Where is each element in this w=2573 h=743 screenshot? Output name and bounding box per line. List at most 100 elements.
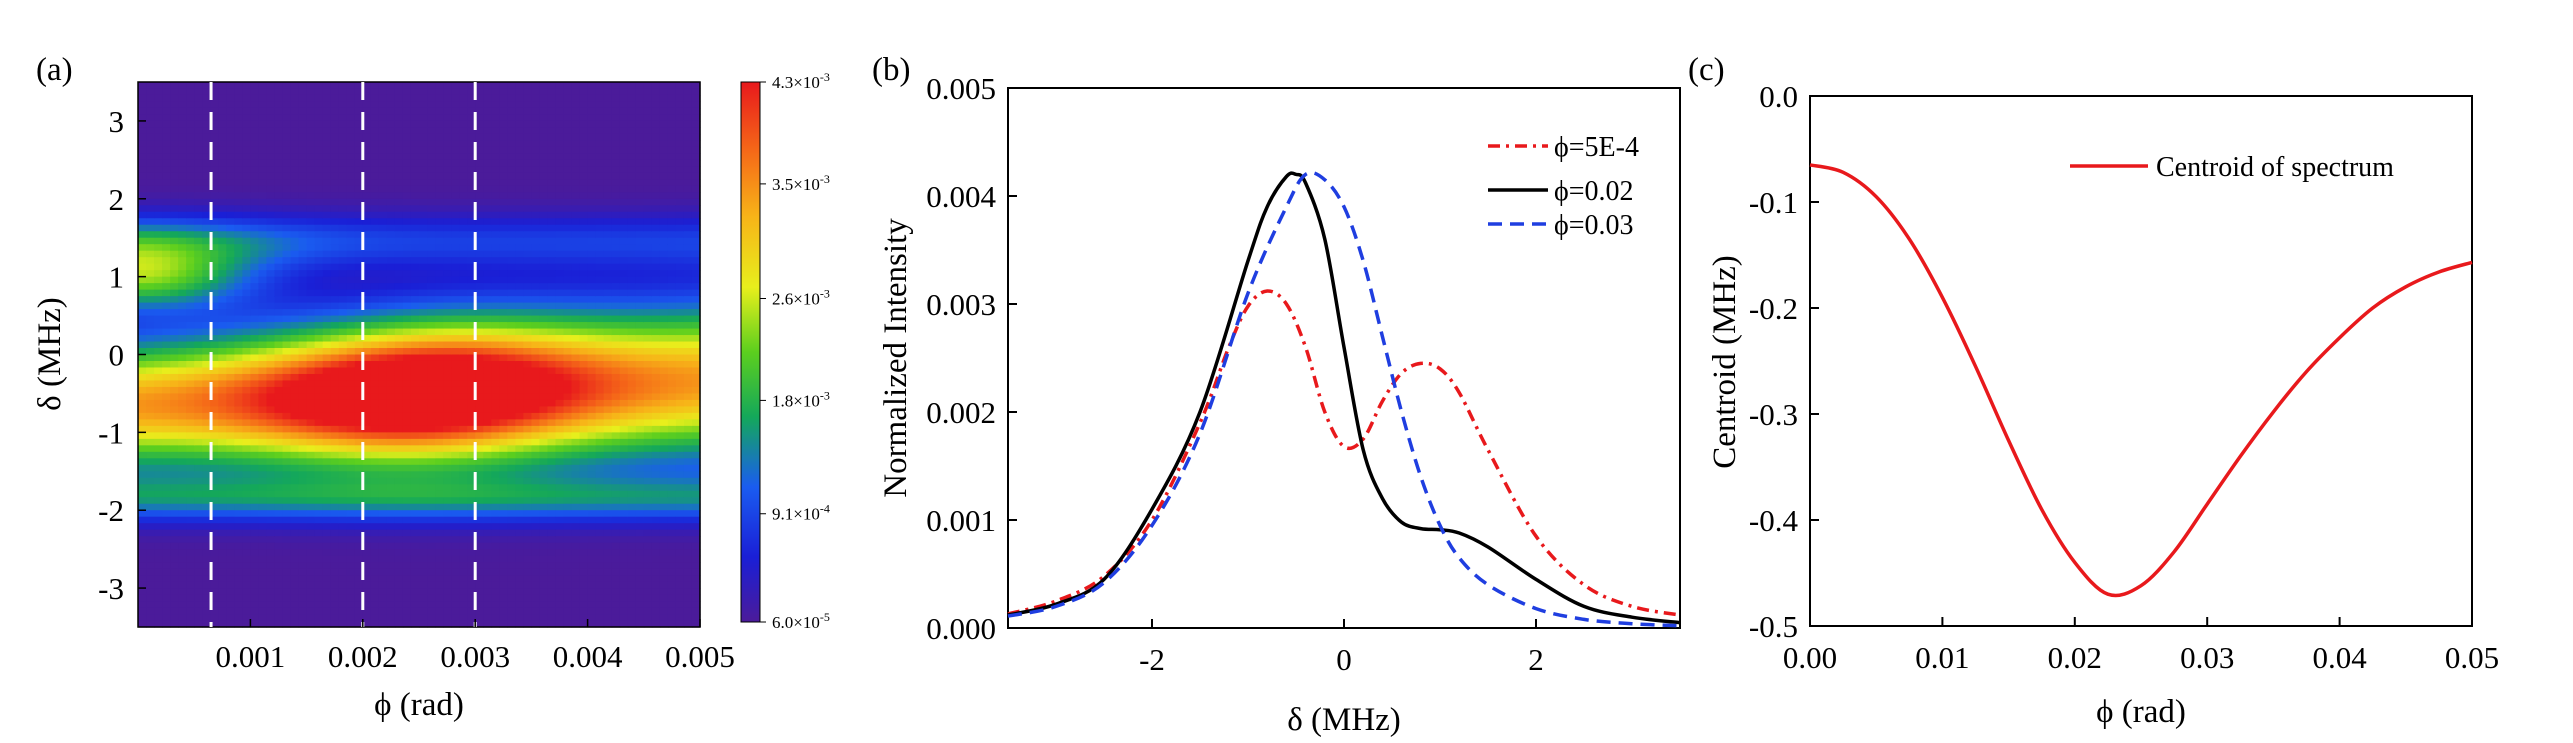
- heatmap-cell: [314, 185, 324, 193]
- heatmap-cell: [250, 348, 260, 356]
- heatmap-cell: [338, 510, 348, 518]
- heatmap-cell: [394, 296, 404, 304]
- heatmap-cell: [194, 523, 203, 531]
- heatmap-cell: [523, 179, 532, 187]
- heatmap-cell: [210, 575, 219, 583]
- heatmap-cell: [218, 555, 227, 563]
- heatmap-cell: [507, 120, 516, 129]
- heatmap-cell: [499, 380, 508, 388]
- heatmap-cell: [491, 107, 500, 116]
- heatmap-cell: [603, 172, 613, 180]
- heatmap-cell: [354, 549, 364, 557]
- heatmap-cell: [234, 166, 243, 174]
- heatmap-cell: [587, 620, 597, 628]
- heatmap-cell: [170, 127, 179, 135]
- heatmap-cell: [170, 471, 179, 479]
- heatmap-cell: [338, 224, 348, 232]
- heatmap-cell: [499, 542, 508, 550]
- heatmap-cell: [202, 146, 211, 154]
- heatmap-cell: [483, 542, 492, 550]
- heatmap-cell: [266, 581, 276, 589]
- heatmap-cell: [563, 536, 573, 544]
- heatmap-cell: [282, 419, 292, 427]
- heatmap-cell: [210, 159, 219, 167]
- heatmap-cell: [555, 341, 565, 349]
- heatmap-cell: [467, 516, 476, 524]
- heatmap-cell: [274, 458, 284, 466]
- heatmap-cell: [290, 497, 300, 505]
- heatmap-cell: [603, 250, 613, 258]
- heatmap-cell: [362, 601, 372, 609]
- heatmap-cell: [178, 581, 187, 589]
- heatmap-cell: [563, 88, 573, 96]
- heatmap-cell: [330, 153, 340, 161]
- heatmap-cell: [507, 542, 516, 550]
- heatmap-cell: [523, 82, 532, 90]
- heatmap-cell: [274, 94, 284, 103]
- heatmap-cell: [571, 133, 581, 141]
- heatmap-cell: [346, 555, 356, 563]
- heatmap-cell: [547, 477, 557, 485]
- heatmap-cell: [322, 575, 332, 583]
- heatmap-cell: [178, 101, 187, 109]
- heatmap-cell: [523, 335, 532, 343]
- heatmap-cell: [378, 309, 388, 317]
- heatmap-cell: [410, 464, 420, 472]
- heatmap-cell: [338, 581, 348, 589]
- heatmap-cell: [595, 107, 605, 116]
- heatmap-cell: [202, 399, 211, 408]
- heatmap-cell: [386, 224, 396, 232]
- heatmap-cell: [162, 516, 171, 524]
- heatmap-cell: [603, 146, 613, 154]
- heatmap-cell: [186, 360, 195, 369]
- heatmap-cell: [146, 166, 155, 174]
- heatmap-cell: [154, 451, 163, 459]
- heatmap-cell: [322, 276, 332, 284]
- heatmap-cell: [555, 348, 565, 356]
- heatmap-cell: [531, 185, 541, 193]
- heatmap-cell: [402, 166, 412, 174]
- heatmap-cell: [314, 360, 324, 369]
- heatmap-cell: [266, 380, 276, 388]
- heatmap-cell: [362, 231, 372, 239]
- heatmap-cell: [234, 88, 243, 96]
- heatmap-cell: [154, 555, 163, 563]
- heatmap-cell: [394, 335, 404, 343]
- heatmap-cell: [322, 250, 332, 258]
- heatmap-cell: [451, 373, 460, 382]
- heatmap-cell: [154, 529, 163, 537]
- heatmap-cell: [427, 542, 436, 550]
- heatmap-cell: [314, 179, 324, 187]
- heatmap-cell: [499, 399, 508, 408]
- heatmap-cell: [499, 458, 508, 466]
- heatmap-cell: [571, 438, 581, 446]
- heatmap-cell: [338, 438, 348, 446]
- heatmap-cell: [587, 94, 597, 103]
- heatmap-cell: [338, 257, 348, 265]
- heatmap-cell: [370, 523, 380, 531]
- heatmap-cell: [378, 471, 388, 479]
- heatmap-cell: [571, 263, 581, 271]
- heatmap-cell: [386, 445, 396, 453]
- heatmap-cell: [194, 263, 203, 271]
- heatmap-cell: [234, 536, 243, 544]
- heatmap-cell: [547, 101, 557, 109]
- heatmap-cell: [338, 328, 348, 336]
- heatmap-cell: [483, 296, 492, 304]
- heatmap-cell: [531, 477, 541, 485]
- heatmap-cell: [483, 82, 492, 90]
- heatmap-cell: [354, 127, 364, 135]
- heatmap-cell: [475, 224, 484, 232]
- heatmap-cell: [138, 549, 147, 557]
- heatmap-cell: [298, 107, 308, 116]
- heatmap-cell: [178, 380, 187, 388]
- heatmap-cell: [162, 484, 171, 492]
- heatmap-cell: [322, 179, 332, 187]
- heatmap-cell: [146, 237, 155, 245]
- heatmap-cell: [410, 445, 420, 453]
- heatmap-cell: [579, 516, 589, 524]
- heatmap-cell: [250, 380, 260, 388]
- heatmap-cell: [523, 205, 532, 213]
- heatmap-cell: [563, 335, 573, 343]
